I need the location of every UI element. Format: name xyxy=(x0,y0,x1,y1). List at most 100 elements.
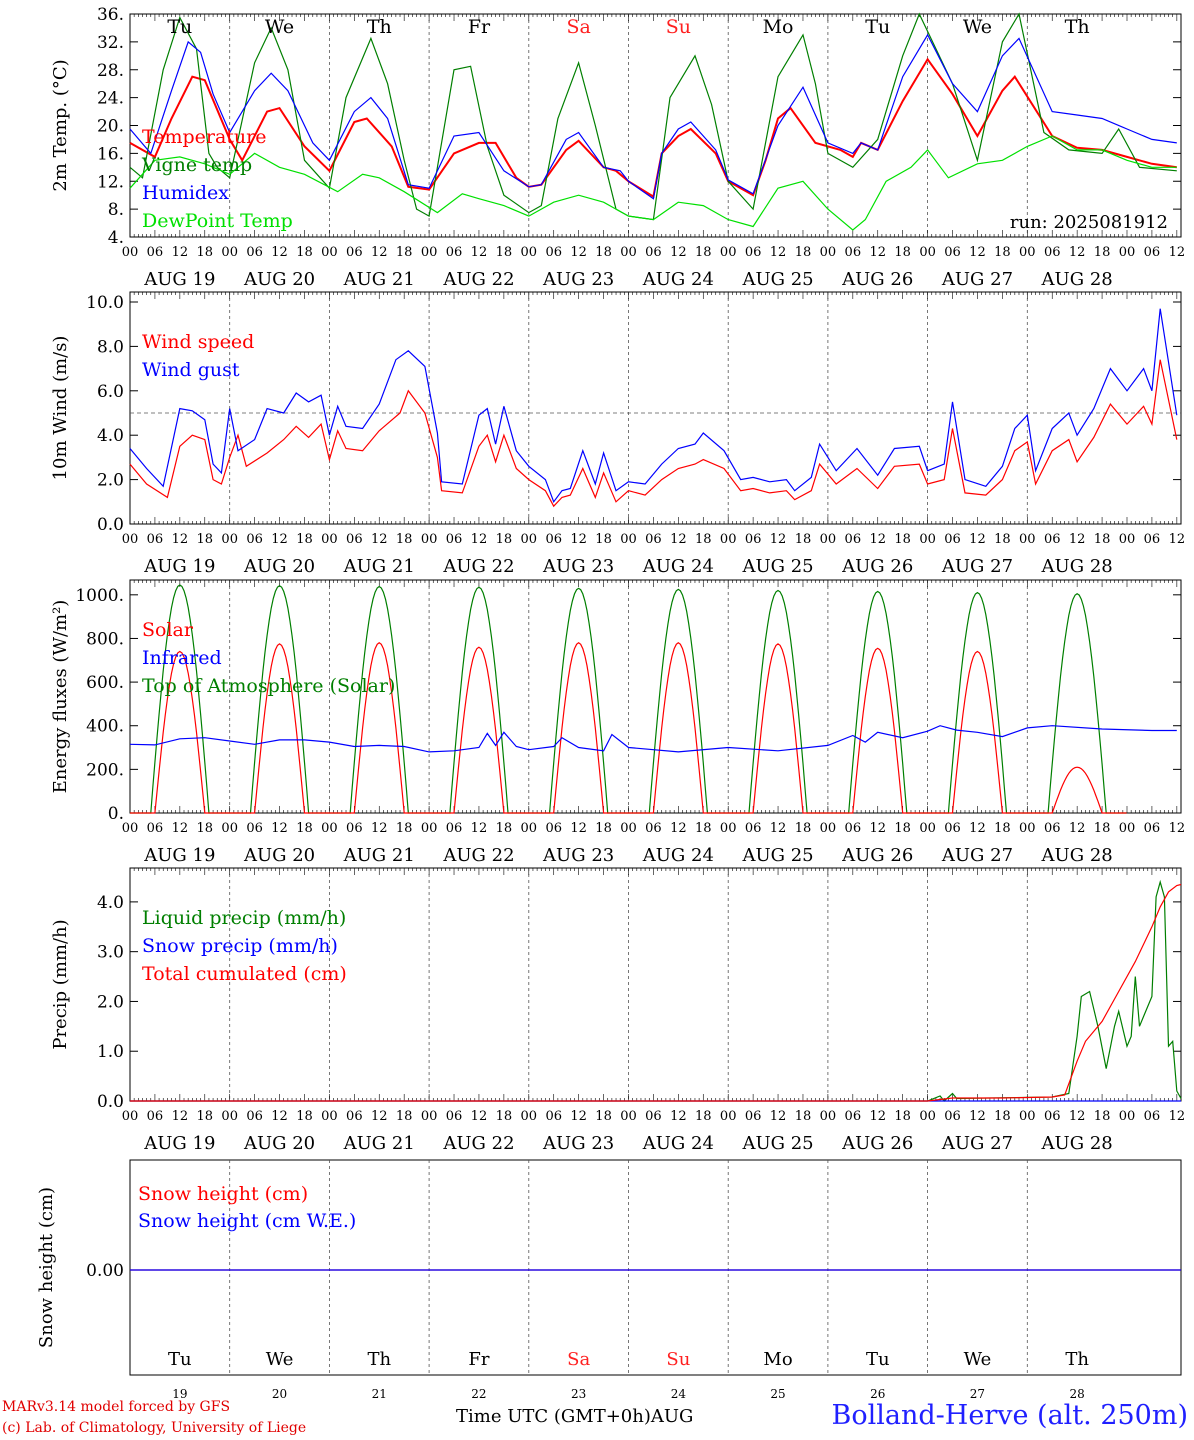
hour-tick-label: 06 xyxy=(845,1109,862,1124)
hour-tick-label: 06 xyxy=(246,532,263,547)
weekday-label: Th xyxy=(1065,1349,1089,1370)
hour-tick-label: 06 xyxy=(845,821,862,836)
weekday-label: Tu xyxy=(168,1349,192,1370)
hour-tick-label: 06 xyxy=(745,1109,762,1124)
weekday-label: Th xyxy=(367,1349,391,1370)
hour-tick-label: 00 xyxy=(521,245,538,260)
hour-tick-label: 12 xyxy=(770,245,787,260)
y-tick-label: 400. xyxy=(86,717,124,737)
day-number: 28 xyxy=(1070,1387,1085,1401)
hour-tick-label: 00 xyxy=(1119,245,1136,260)
hour-tick-label: 18 xyxy=(296,245,313,260)
date-label: AUG 25 xyxy=(741,1133,813,1154)
date-label: AUG 20 xyxy=(243,556,315,577)
hour-tick-label: 18 xyxy=(695,821,712,836)
hour-tick-label: 06 xyxy=(1144,1109,1161,1124)
hour-tick-label: 00 xyxy=(122,821,139,836)
date-label: AUG 25 xyxy=(741,269,813,290)
hour-tick-label: 00 xyxy=(919,532,936,547)
weekday-label: Su xyxy=(666,1349,690,1370)
hour-tick-label: 18 xyxy=(894,245,911,260)
hour-tick-label: 12 xyxy=(371,532,388,547)
hour-tick-label: 12 xyxy=(471,821,488,836)
hour-tick-label: 00 xyxy=(820,245,837,260)
y-tick-label: 200. xyxy=(86,760,124,780)
hour-tick-label: 12 xyxy=(271,1109,288,1124)
hour-tick-label: 12 xyxy=(471,532,488,547)
hour-tick-label: 06 xyxy=(745,532,762,547)
weekday-label: Th xyxy=(367,16,392,38)
day-number: 26 xyxy=(870,1387,885,1401)
hour-tick-label: 00 xyxy=(720,245,737,260)
y-tick-label: 24. xyxy=(97,89,124,109)
hour-tick-label: 12 xyxy=(770,1109,787,1124)
date-label: AUG 19 xyxy=(143,269,215,290)
date-label: AUG 23 xyxy=(542,845,614,866)
hour-tick-label: 06 xyxy=(845,245,862,260)
hour-tick-label: 00 xyxy=(820,1109,837,1124)
date-label: AUG 26 xyxy=(841,1133,913,1154)
hour-tick-label: 00 xyxy=(620,1109,637,1124)
panel-1: 00 06 12 18 00 06 12 18 00 06 12 18 00 06 12 18 00 06 12 18… xyxy=(50,5,1185,290)
hour-tick-label: 12 xyxy=(1069,245,1086,260)
hour-tick-label: 18 xyxy=(1094,245,1111,260)
hour-tick-label: 06 xyxy=(944,245,961,260)
hour-tick-label: 06 xyxy=(1144,532,1161,547)
hour-tick-label: 18 xyxy=(197,532,214,547)
hour-tick-label: 00 xyxy=(521,1109,538,1124)
hour-tick-label: 12 xyxy=(471,245,488,260)
hour-tick-label: 12 xyxy=(670,532,687,547)
date-label: AUG 20 xyxy=(243,845,315,866)
hour-tick-label: 18 xyxy=(496,821,513,836)
hour-tick-label: 12 xyxy=(1069,1109,1086,1124)
hour-tick-label: 12 xyxy=(271,245,288,260)
y-tick-label: 28. xyxy=(97,61,124,81)
legend-entry: Snow height (cm) xyxy=(138,1183,308,1205)
legend-entry: Wind speed xyxy=(142,331,254,353)
hour-tick-label: 06 xyxy=(645,532,662,547)
hour-tick-label: 06 xyxy=(845,532,862,547)
hour-tick-label: 12 xyxy=(1069,532,1086,547)
day-number: 24 xyxy=(671,1387,687,1401)
weekday-label: Fr xyxy=(468,1349,489,1370)
series-line xyxy=(129,33,1177,200)
hour-tick-label: 12 xyxy=(371,1109,388,1124)
hour-tick-label: 18 xyxy=(396,821,413,836)
y-tick-label: 32. xyxy=(97,33,124,53)
hour-tick-label: 00 xyxy=(620,821,637,836)
y-tick-label: 4.0 xyxy=(97,426,124,446)
legend-entry: Snow height (cm W.E.) xyxy=(138,1210,356,1232)
weekday-label: Tu xyxy=(167,16,192,38)
date-label: AUG 23 xyxy=(542,269,614,290)
hour-tick-label: 06 xyxy=(1044,245,1061,260)
hour-tick-label: 06 xyxy=(446,1109,463,1124)
panel-frame xyxy=(129,579,1182,814)
hour-tick-label: 00 xyxy=(820,821,837,836)
hour-tick-label: 12 xyxy=(172,245,189,260)
hour-tick-label: 00 xyxy=(820,532,837,547)
hour-tick-label: 00 xyxy=(720,1109,737,1124)
hour-tick-label: 06 xyxy=(1144,245,1161,260)
run-label: run: 2025081912 xyxy=(1010,212,1168,233)
hour-tick-label: 06 xyxy=(346,245,363,260)
legend-entry: Infrared xyxy=(142,647,222,669)
hour-tick-label: 06 xyxy=(1044,532,1061,547)
hour-tick-label: 18 xyxy=(795,821,812,836)
date-label: AUG 28 xyxy=(1041,845,1113,866)
day-number: 27 xyxy=(970,1387,985,1401)
hour-tick-label: 00 xyxy=(919,821,936,836)
hour-tick-label: 12 xyxy=(969,821,986,836)
date-label: AUG 27 xyxy=(941,269,1013,290)
hour-tick-label: 00 xyxy=(221,1109,238,1124)
date-label: AUG 27 xyxy=(941,556,1013,577)
day-number: 22 xyxy=(471,1387,486,1401)
y-tick-label: 4.0 xyxy=(97,893,124,913)
hour-tick-label: 12 xyxy=(172,1109,189,1124)
hour-tick-label: 00 xyxy=(720,821,737,836)
series-line xyxy=(129,12,1177,221)
date-label: AUG 24 xyxy=(642,845,714,866)
legend-entry: Humidex xyxy=(142,182,229,204)
hour-tick-label: 00 xyxy=(321,1109,338,1124)
legend-entry: Liquid precip (mm/h) xyxy=(142,907,346,929)
date-label: AUG 23 xyxy=(542,556,614,577)
